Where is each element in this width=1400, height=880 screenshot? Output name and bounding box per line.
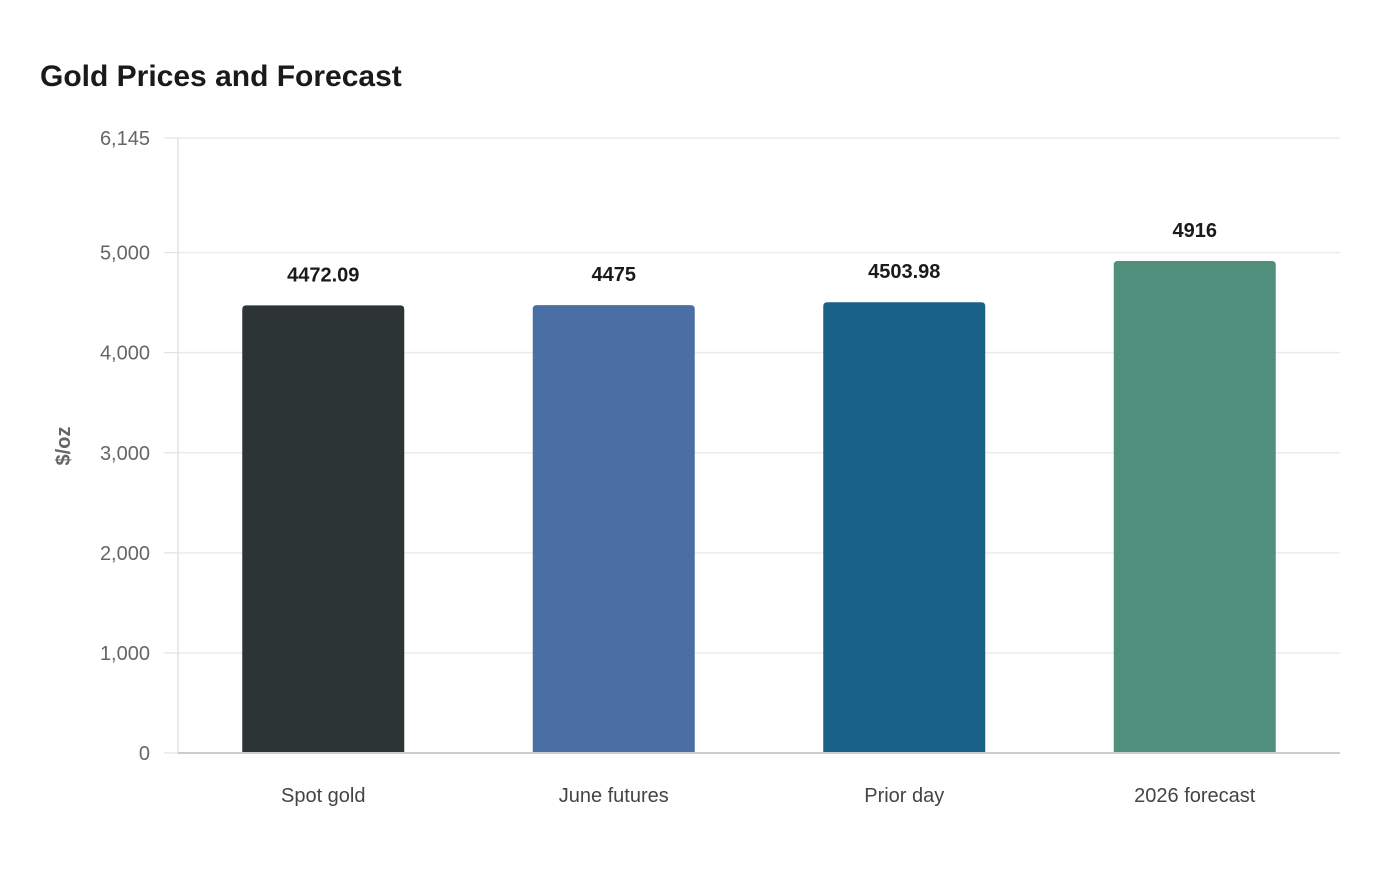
x-category-label: 2026 forecast bbox=[1134, 785, 1256, 807]
y-tick-label: 2,000 bbox=[100, 543, 150, 565]
x-category-label: Spot gold bbox=[281, 785, 366, 807]
y-tick-label: 4,000 bbox=[100, 343, 150, 365]
x-category-label: Prior day bbox=[864, 785, 944, 807]
x-axis-categories: Spot gold June futures Prior day 2026 forec… bbox=[281, 785, 1256, 807]
y-tick-label: 5,000 bbox=[100, 243, 150, 265]
x-category-label: June futures bbox=[559, 785, 669, 807]
data-label: 4472.09 bbox=[287, 264, 359, 286]
data-label: 4916 bbox=[1173, 220, 1218, 242]
y-tick-label: 6,145 bbox=[100, 128, 150, 150]
chart-title: Gold Prices and Forecast bbox=[40, 60, 402, 93]
y-tick-label: 0 bbox=[139, 743, 150, 765]
data-labels: 4472.09 4475 4503.98 4916 bbox=[287, 220, 1217, 286]
y-axis-ticks: 0 1,000 2,000 3,000 4,000 5,000 6,145 bbox=[100, 128, 150, 765]
bar-2026-forecast bbox=[1113, 261, 1276, 753]
y-axis-title: $/oz bbox=[53, 427, 75, 466]
data-label: 4503.98 bbox=[868, 261, 940, 283]
bar-spot-gold bbox=[242, 305, 405, 753]
y-tick-label: 3,000 bbox=[100, 443, 150, 465]
bars bbox=[242, 261, 1276, 753]
y-tick-label: 1,000 bbox=[100, 643, 150, 665]
bar-june-futures bbox=[532, 305, 695, 753]
bar-prior-day bbox=[823, 302, 986, 753]
data-label: 4475 bbox=[592, 264, 637, 286]
